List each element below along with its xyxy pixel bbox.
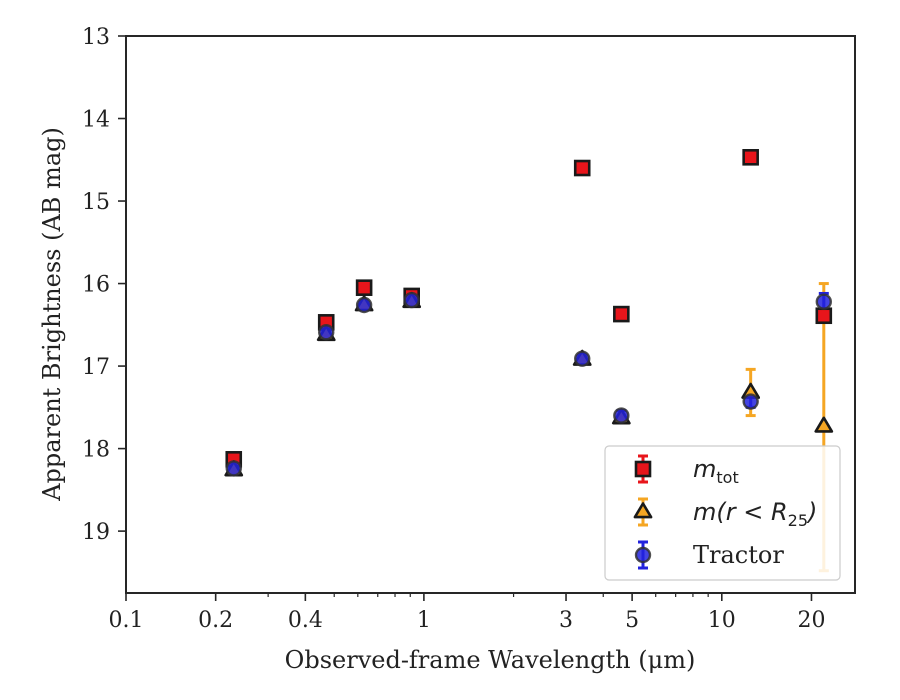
data-point-circle <box>742 393 759 410</box>
y-tick-label: 16 <box>82 273 110 298</box>
x-tick-label: 0.4 <box>288 608 323 633</box>
data-point-circle <box>225 460 242 477</box>
data-point-circle <box>815 293 832 310</box>
data-point-square <box>815 307 833 325</box>
y-tick-label: 18 <box>82 438 110 463</box>
plot-frame <box>125 35 856 594</box>
x-tick-label: 3 <box>559 608 573 633</box>
legend-label: m(r < R25) <box>693 498 817 530</box>
y-tick-label: 19 <box>82 520 110 545</box>
series-markers-0 <box>225 149 833 468</box>
legend-marker-circle <box>634 546 652 564</box>
data-point-square <box>742 149 759 166</box>
x-tick-label: 20 <box>797 608 825 633</box>
y-tick-label: 13 <box>82 25 110 50</box>
x-axis-ticks: 0.1 0.2 0.4 1 3 5 10 20 <box>109 593 825 633</box>
data-point-circle <box>355 296 373 314</box>
data-point-circle <box>403 291 420 309</box>
x-tick-label: 1 <box>417 608 431 633</box>
data-point-circle <box>613 407 630 424</box>
data-point-triangle <box>814 416 834 433</box>
y-axis-ticks: 13 14 15 16 17 18 19 <box>82 25 126 545</box>
x-tick-label: 0.1 <box>109 608 144 633</box>
series-markers-2 <box>225 291 832 477</box>
x-tick-label: 5 <box>625 608 639 633</box>
x-axis-label: Observed-frame Wavelength (μm) <box>285 646 696 674</box>
legend-marker-triangle <box>633 502 653 519</box>
legend: mtot m(r < R25) Tractor <box>604 445 841 581</box>
legend-box <box>604 445 841 581</box>
legend-label: mtot <box>693 455 739 487</box>
y-tick-label: 14 <box>82 108 110 133</box>
y-tick-label: 15 <box>82 190 110 215</box>
x-tick-label: 10 <box>708 608 736 633</box>
x-tick-label: 0.2 <box>198 608 233 633</box>
data-point-circle <box>574 350 591 367</box>
data-point-square <box>613 305 630 323</box>
data-point-square <box>355 279 373 296</box>
legend-label: Tractor <box>693 541 784 569</box>
data-point-square <box>573 159 591 177</box>
legend-marker-square <box>634 460 652 478</box>
y-axis-label: Apparent Brightness (AB mag) <box>38 127 66 502</box>
data-point-circle <box>318 324 335 341</box>
y-tick-label: 17 <box>82 355 110 380</box>
